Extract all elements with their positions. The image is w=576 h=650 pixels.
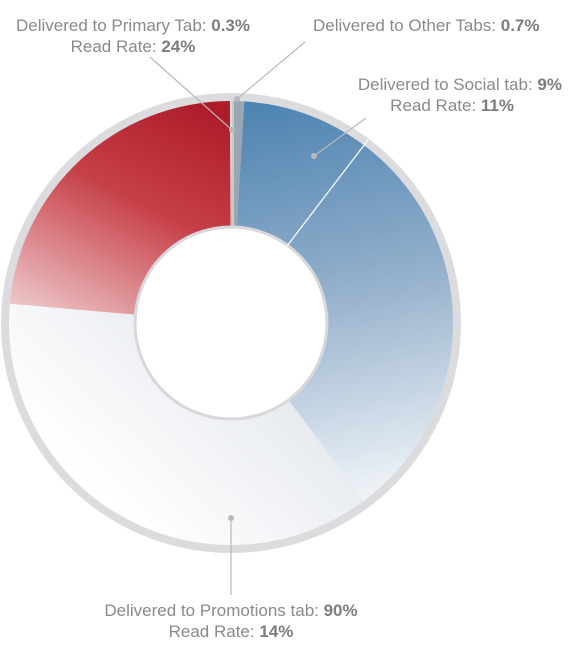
label-social: Delivered to Social tab: 9% Read Rate: 1… (357, 75, 562, 115)
leader-social-inner (286, 139, 369, 247)
label-promotions: Delivered to Promotions tab: 90% Read Ra… (104, 601, 358, 641)
leader-primary (149, 56, 233, 131)
slice-delivered-to-other-tabs (231, 101, 245, 228)
donut-hole (133, 225, 329, 421)
leader-social (313, 117, 367, 157)
label-primary: Delivered to Primary Tab: 0.3% Read Rate… (15, 16, 250, 56)
slice-delivered-to-promotions-tab (9, 303, 364, 546)
leader-primary-dot (229, 127, 235, 133)
leader-social-dot (311, 153, 317, 159)
leader-other-dot (234, 96, 240, 102)
label-other-tabs: Delivered to Other Tabs: 0.7% (313, 16, 540, 35)
leader-promotions-dot (228, 515, 234, 521)
slice-delivered-to-social-tab (236, 101, 453, 501)
leader-other (236, 41, 306, 100)
slice-delivered-to-primary-tab (9, 101, 231, 315)
